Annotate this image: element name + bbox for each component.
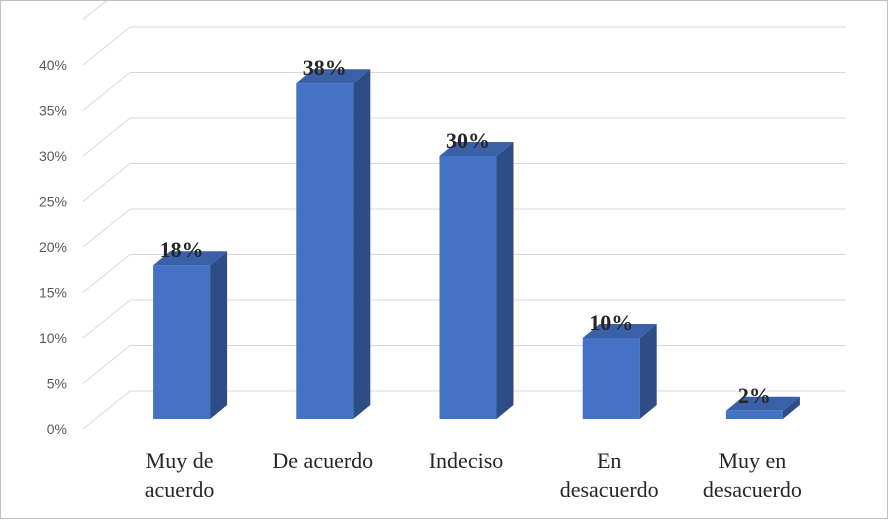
bar bbox=[582, 338, 640, 419]
data-label: 2% bbox=[738, 383, 771, 408]
bar-top bbox=[296, 69, 371, 84]
grid-diagonal bbox=[82, 345, 131, 384]
bar-side bbox=[639, 324, 657, 419]
grid-diagonal bbox=[82, 72, 131, 111]
bar-side bbox=[353, 69, 371, 419]
data-label: 18% bbox=[160, 237, 204, 262]
y-tick-label: 15% bbox=[39, 285, 67, 301]
grid-diagonal bbox=[82, 390, 131, 430]
y-tick-label: 0% bbox=[47, 421, 67, 437]
y-tick-label: 10% bbox=[39, 330, 67, 346]
data-label: 30% bbox=[446, 128, 490, 153]
bar-side bbox=[210, 251, 228, 419]
bar bbox=[296, 83, 354, 419]
y-tick-label: 40% bbox=[39, 57, 67, 73]
x-category-label: Muy en desacuerdo bbox=[703, 448, 802, 502]
bar-top bbox=[153, 251, 228, 266]
y-tick-label: 20% bbox=[39, 239, 67, 255]
data-label: 10% bbox=[589, 310, 633, 335]
grid-diagonal bbox=[82, 1, 107, 20]
grid-diagonal bbox=[82, 26, 131, 66]
grid-diagonal bbox=[82, 254, 131, 293]
bar-top bbox=[725, 396, 800, 411]
grid-diagonal bbox=[82, 208, 131, 248]
y-tick-label: 5% bbox=[47, 376, 67, 392]
bar bbox=[725, 410, 783, 419]
x-category-label: Muy de acuerdo bbox=[145, 448, 215, 502]
y-tick-label: 35% bbox=[39, 103, 67, 119]
bar-top bbox=[582, 324, 657, 338]
y-tick-label: 30% bbox=[39, 148, 67, 164]
grid-diagonal bbox=[82, 299, 131, 339]
x-category-label: En desacuerdo bbox=[560, 448, 659, 502]
x-category-label: Indeciso bbox=[429, 448, 504, 473]
grid-diagonal bbox=[82, 117, 131, 157]
grid-diagonal bbox=[82, 163, 131, 202]
bar-side bbox=[496, 142, 514, 419]
bar-top bbox=[439, 142, 514, 156]
data-label: 38% bbox=[303, 55, 347, 80]
bar-side bbox=[782, 396, 800, 419]
bar bbox=[153, 265, 211, 419]
y-tick-label: 25% bbox=[39, 194, 67, 210]
bar bbox=[439, 156, 497, 419]
x-category-label: De acuerdo bbox=[272, 448, 373, 473]
